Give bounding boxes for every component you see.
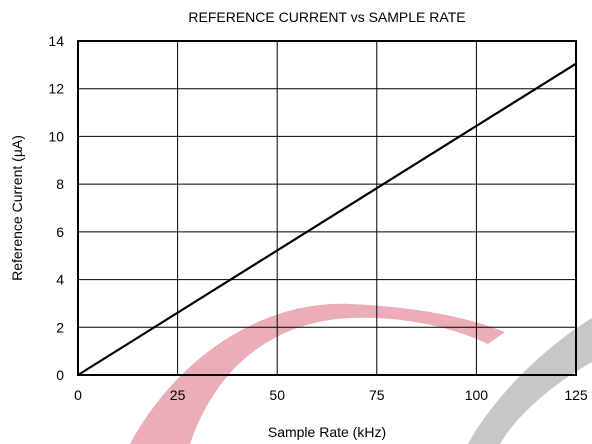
- x-tick-label: 50: [269, 387, 285, 403]
- y-tick-label: 8: [56, 176, 64, 192]
- series-group: [77, 62, 577, 376]
- x-tick-label: 25: [170, 387, 186, 403]
- watermark-red-swoosh: [130, 303, 505, 444]
- grid: [77, 40, 577, 376]
- watermark-gray-swoosh: [468, 318, 592, 444]
- plot-frame: [77, 40, 577, 376]
- chart-title: REFERENCE CURRENT vs SAMPLE RATE: [188, 9, 465, 25]
- x-tick-label: 100: [465, 387, 489, 403]
- x-tick-labels: 0 25 50 75 100 125: [74, 387, 588, 403]
- x-tick-label: 125: [564, 387, 588, 403]
- y-tick-label: 0: [56, 367, 64, 383]
- x-tick-label: 0: [74, 387, 82, 403]
- series-line-0: [77, 62, 577, 376]
- y-tick-label: 10: [48, 128, 64, 144]
- y-tick-label: 12: [48, 81, 64, 97]
- x-tick-label: 75: [369, 387, 385, 403]
- watermark: [130, 303, 592, 444]
- y-tick-label: 14: [48, 33, 64, 49]
- x-axis-label: Sample Rate (kHz): [268, 424, 386, 440]
- y-tick-label: 6: [56, 224, 64, 240]
- y-tick-label: 2: [56, 319, 64, 335]
- y-tick-labels: 0 2 4 6 8 10 12 14: [48, 33, 64, 383]
- y-tick-label: 4: [56, 272, 64, 288]
- y-axis-label: Reference Current (µA): [9, 135, 25, 281]
